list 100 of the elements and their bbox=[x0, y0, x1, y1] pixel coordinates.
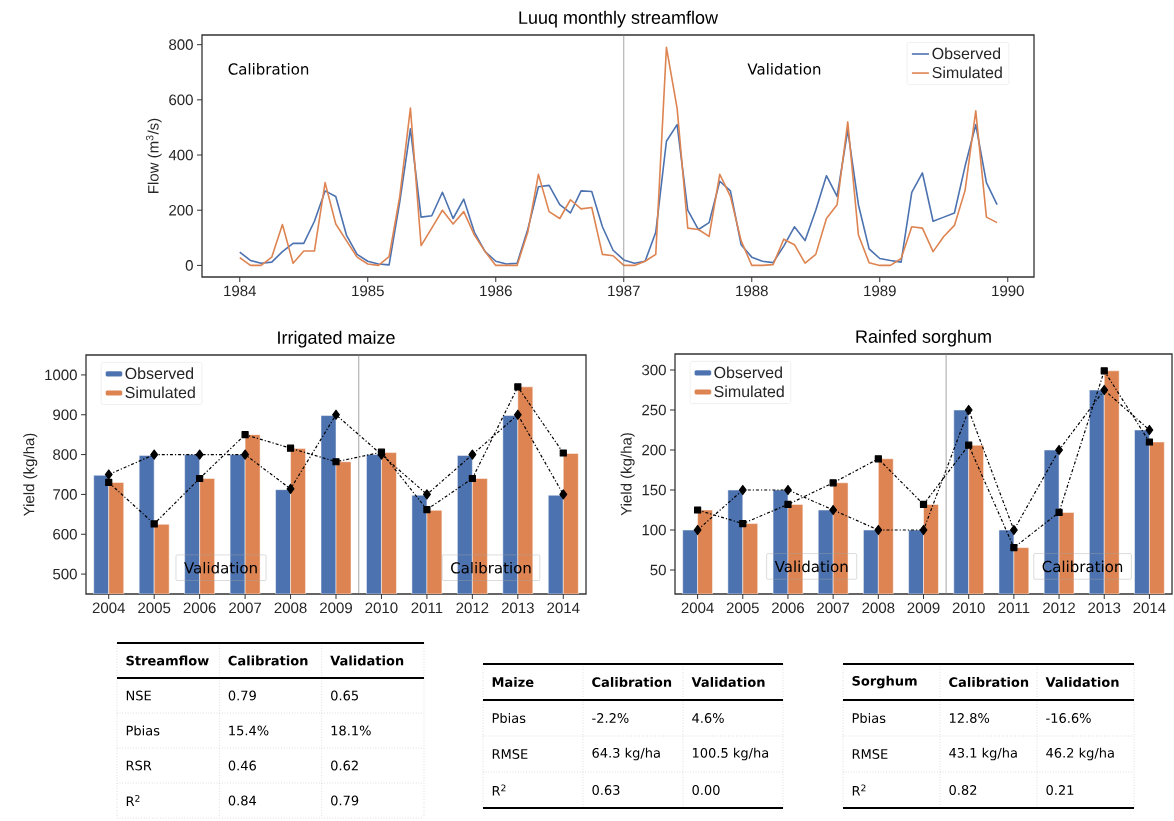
x-tick-label: 1984 bbox=[224, 285, 256, 297]
text: 46.2 kg/ha bbox=[1046, 747, 1114, 761]
y-tick-label: 100 bbox=[642, 524, 666, 536]
y-tick-label: 0 bbox=[185, 260, 193, 271]
text: 0.62 bbox=[331, 760, 358, 771]
x-tick-label: 2008 bbox=[274, 602, 307, 614]
legend-label: Observed bbox=[125, 367, 194, 380]
x-tick-label: 2014 bbox=[547, 602, 580, 614]
category-label: RSR bbox=[126, 760, 152, 771]
category-label: Pbias bbox=[852, 712, 886, 724]
y-tick-label: 50 bbox=[650, 564, 666, 576]
x-tick-label: 2011 bbox=[411, 602, 443, 614]
text: 0.79 bbox=[228, 690, 256, 701]
x-tick-label: 1987 bbox=[608, 285, 640, 297]
x-tick-label: 2012 bbox=[456, 602, 489, 614]
text: 0.65 bbox=[331, 690, 358, 701]
y-axis-title: Flow (m$^{3}$/s) bbox=[145, 118, 162, 193]
y-tick-label: 200 bbox=[642, 444, 666, 456]
text: 100.5 kg/ha bbox=[692, 747, 769, 761]
y-tick-label: 500 bbox=[53, 568, 77, 580]
category-label: NSE bbox=[126, 690, 151, 701]
legend-label: Simulated bbox=[125, 386, 195, 399]
category-label: RMSE bbox=[852, 749, 888, 759]
x-tick-label: 2007 bbox=[817, 602, 850, 614]
text: 4.6% bbox=[692, 713, 724, 723]
category-label: R$^{2}$ bbox=[492, 784, 506, 796]
x-tick-label: 2004 bbox=[92, 602, 125, 614]
text: 0.82 bbox=[949, 785, 977, 795]
x-tick-label: 1985 bbox=[352, 285, 384, 297]
legend-label: Simulated bbox=[714, 385, 784, 398]
chart-title: Irrigated maize bbox=[278, 330, 395, 348]
legend-label: Simulated bbox=[932, 66, 1002, 79]
y-tick-label: 200 bbox=[169, 204, 193, 216]
annotation: Validation bbox=[747, 63, 821, 75]
category-label: Calibration bbox=[949, 676, 1029, 688]
x-tick-label: 1989 bbox=[864, 285, 896, 297]
category-label: Validation bbox=[691, 676, 765, 688]
x-tick-label: 2014 bbox=[1133, 602, 1166, 614]
x-tick-label: 1986 bbox=[480, 285, 512, 297]
x-tick-label: 2011 bbox=[998, 602, 1030, 614]
x-tick-label: 2013 bbox=[1088, 602, 1121, 614]
text: 0.84 bbox=[228, 795, 257, 806]
annotation: Calibration bbox=[1042, 560, 1123, 573]
category-label: Validation bbox=[330, 655, 404, 666]
x-tick-label: 1990 bbox=[992, 285, 1024, 297]
annotation: Calibration bbox=[451, 561, 531, 574]
y-tick-label: 250 bbox=[642, 404, 666, 416]
text: 12.8% bbox=[949, 713, 990, 723]
text: Maize bbox=[492, 676, 534, 688]
category-label: Calibration bbox=[592, 676, 672, 688]
text: 64.3 kg/ha bbox=[592, 747, 660, 761]
annotation: Validation bbox=[774, 560, 848, 573]
category-label: R$^{2}$ bbox=[852, 784, 866, 796]
text: 15.4% bbox=[229, 725, 269, 736]
category-label: Pbias bbox=[492, 712, 526, 724]
y-tick-label: 900 bbox=[53, 409, 77, 421]
text: 0.46 bbox=[228, 760, 256, 771]
y-axis-title: Yield (kg/ha) bbox=[620, 433, 635, 516]
x-tick-label: 2008 bbox=[862, 602, 895, 614]
x-tick-label: 2010 bbox=[952, 602, 985, 614]
category-label: R$^{2}$ bbox=[126, 794, 140, 807]
y-tick-label: 800 bbox=[53, 449, 77, 460]
chart-title: Rainfed sorghum bbox=[856, 329, 991, 347]
category-label: RMSE bbox=[492, 749, 528, 759]
x-tick-label: 2012 bbox=[1043, 602, 1075, 614]
legend-label: Observed bbox=[932, 47, 1001, 60]
y-tick-label: 400 bbox=[168, 149, 193, 161]
category-label: Validation bbox=[1045, 676, 1119, 688]
text: -2.2% bbox=[592, 713, 629, 723]
annotation: Calibration bbox=[228, 63, 309, 75]
y-tick-label: 600 bbox=[53, 528, 77, 540]
x-tick-label: 2009 bbox=[320, 602, 352, 614]
annotation: Validation bbox=[184, 561, 257, 574]
text: 0.00 bbox=[692, 785, 720, 795]
text: Sorghum bbox=[852, 675, 917, 689]
text: 0.79 bbox=[331, 795, 359, 806]
x-tick-label: 2010 bbox=[365, 602, 398, 614]
x-tick-label: 2006 bbox=[183, 602, 216, 614]
y-tick-label: 150 bbox=[642, 484, 666, 496]
x-tick-label: 1988 bbox=[736, 285, 768, 297]
text: 0.21 bbox=[1046, 785, 1074, 795]
text: -16.6% bbox=[1046, 713, 1091, 723]
y-tick-label: 1000 bbox=[45, 369, 77, 381]
category-label: Calibration bbox=[228, 655, 308, 666]
x-tick-label: 2004 bbox=[681, 602, 714, 614]
chart-title: Luuq monthly streamflow bbox=[519, 10, 719, 28]
x-tick-label: 2005 bbox=[138, 602, 171, 614]
text: 43.1 kg/ha bbox=[949, 747, 1017, 761]
x-tick-label: 2013 bbox=[501, 602, 534, 614]
legend-label: Observed bbox=[714, 366, 782, 379]
y-tick-label: 600 bbox=[169, 94, 193, 106]
x-tick-label: 2005 bbox=[726, 602, 759, 614]
y-tick-label: 300 bbox=[642, 364, 666, 376]
category-label: Pbias bbox=[126, 725, 160, 736]
y-tick-label: 800 bbox=[169, 39, 193, 50]
text: 18.1% bbox=[331, 725, 371, 736]
text: Streamflow bbox=[126, 655, 209, 666]
y-tick-label: 700 bbox=[53, 489, 77, 500]
text: 0.63 bbox=[592, 785, 620, 795]
x-tick-label: 2007 bbox=[229, 602, 262, 614]
